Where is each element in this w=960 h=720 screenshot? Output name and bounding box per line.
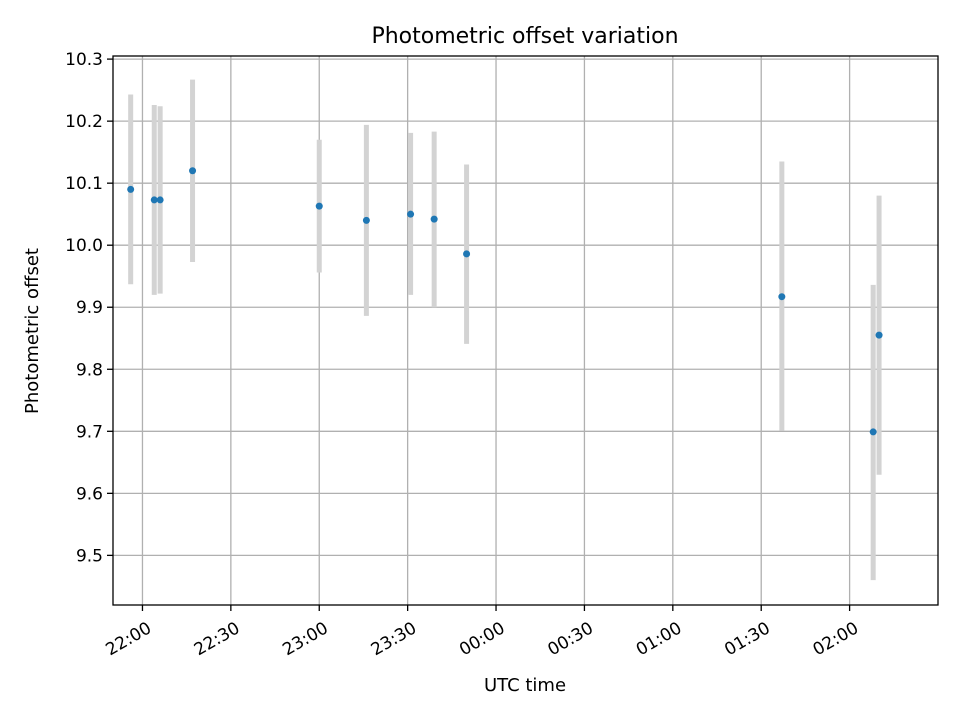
data-point: [430, 215, 438, 223]
y-tick-label: 10.1: [65, 174, 103, 194]
y-tick-label: 9.8: [76, 360, 103, 380]
y-tick-label: 9.5: [76, 546, 103, 566]
y-tick-label: 9.9: [76, 298, 103, 318]
y-axis: 9.5 9.6 9.7 9.8 9.9 10.0 10.1 10.2 10.3: [65, 50, 113, 566]
x-axis-label: UTC time: [484, 675, 566, 696]
data-point: [127, 185, 135, 193]
data-point: [315, 202, 323, 210]
y-axis-label: Photometric offset: [22, 248, 43, 414]
plot-area-frame: [112, 55, 939, 606]
data-point: [150, 196, 158, 204]
y-tick-label: 10.0: [65, 236, 103, 256]
data-point: [156, 196, 164, 204]
data-point: [407, 210, 415, 218]
data-point: [463, 250, 471, 258]
y-tick-label: 9.6: [76, 484, 103, 504]
data-point: [362, 216, 370, 224]
chart-title: Photometric offset variation: [371, 24, 678, 49]
data-points: [127, 167, 883, 436]
y-tick-label: 9.7: [76, 422, 103, 442]
data-point: [869, 428, 877, 436]
y-tick-label: 10.3: [65, 50, 103, 70]
data-point: [875, 331, 883, 339]
y-tick-label: 10.2: [65, 112, 103, 132]
data-point: [189, 167, 197, 175]
data-point: [778, 293, 786, 301]
